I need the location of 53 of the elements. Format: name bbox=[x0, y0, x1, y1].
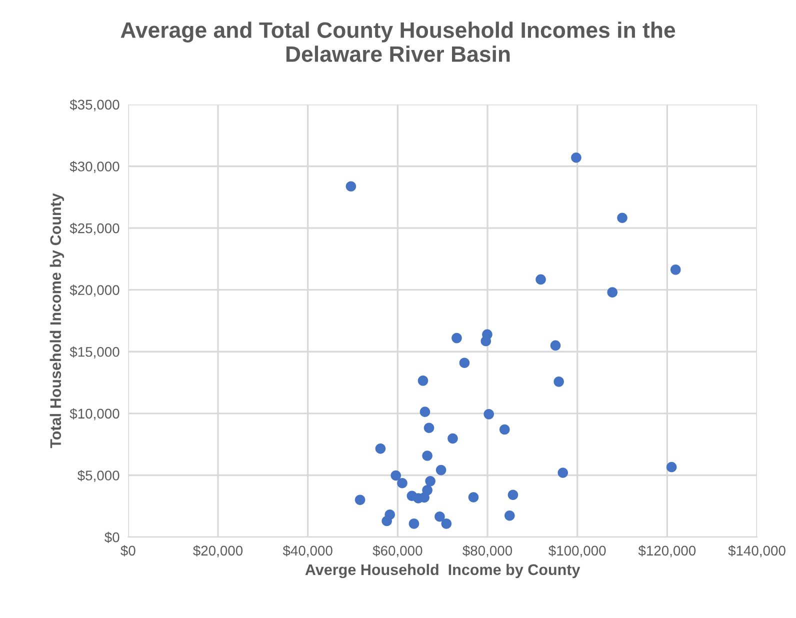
point bbox=[468, 492, 479, 502]
point bbox=[382, 516, 392, 526]
point bbox=[441, 518, 452, 529]
y-axis-title: Total Household Income by County bbox=[50, 193, 64, 448]
point bbox=[425, 476, 436, 486]
point bbox=[434, 512, 445, 522]
point bbox=[480, 336, 492, 346]
point bbox=[422, 450, 432, 461]
x-tick-label: $140,000 bbox=[728, 545, 786, 558]
x-axis-title: Averge Household Income by County bbox=[305, 564, 580, 578]
point bbox=[375, 444, 386, 454]
point bbox=[419, 492, 430, 503]
x-tick-label: $40,000 bbox=[282, 545, 332, 558]
x-tick-label: $100,000 bbox=[548, 545, 606, 558]
chart-title: Average and Total County Household Incomes in the Delaware River Basin bbox=[120, 22, 676, 62]
point bbox=[536, 274, 546, 285]
point bbox=[397, 478, 408, 488]
y-tick-label: $35,000 bbox=[70, 99, 120, 112]
point bbox=[558, 468, 568, 478]
point bbox=[452, 332, 462, 344]
point bbox=[484, 409, 494, 420]
point bbox=[607, 287, 618, 298]
point bbox=[554, 376, 564, 387]
point bbox=[390, 470, 402, 481]
point bbox=[499, 424, 510, 435]
point bbox=[346, 181, 356, 192]
x-tick-label: $20,000 bbox=[193, 545, 243, 558]
point bbox=[424, 422, 434, 434]
point bbox=[408, 518, 420, 529]
x-tick-label: $80,000 bbox=[462, 545, 512, 558]
y-tick-label: $15,000 bbox=[70, 346, 120, 358]
point bbox=[436, 464, 446, 476]
y-tick-label: $0 bbox=[104, 532, 120, 544]
y-tick-label: $25,000 bbox=[70, 222, 120, 235]
point bbox=[420, 406, 430, 417]
point bbox=[504, 510, 515, 521]
point bbox=[571, 152, 582, 163]
y-tick-label: $5,000 bbox=[77, 470, 120, 482]
y-tick-label: $20,000 bbox=[70, 284, 120, 297]
point bbox=[617, 212, 628, 224]
point bbox=[670, 264, 681, 275]
point bbox=[666, 462, 677, 472]
point bbox=[459, 358, 470, 368]
point bbox=[448, 433, 458, 444]
y-tick-label: $10,000 bbox=[70, 408, 120, 420]
x-tick-label: $0 bbox=[120, 545, 136, 556]
x-tick-label: $120,000 bbox=[638, 545, 696, 558]
point bbox=[418, 376, 428, 386]
y-tick-label: $30,000 bbox=[70, 160, 120, 174]
point bbox=[508, 490, 518, 500]
x-tick-label: $60,000 bbox=[372, 545, 422, 558]
point bbox=[550, 340, 561, 351]
point bbox=[354, 494, 366, 505]
